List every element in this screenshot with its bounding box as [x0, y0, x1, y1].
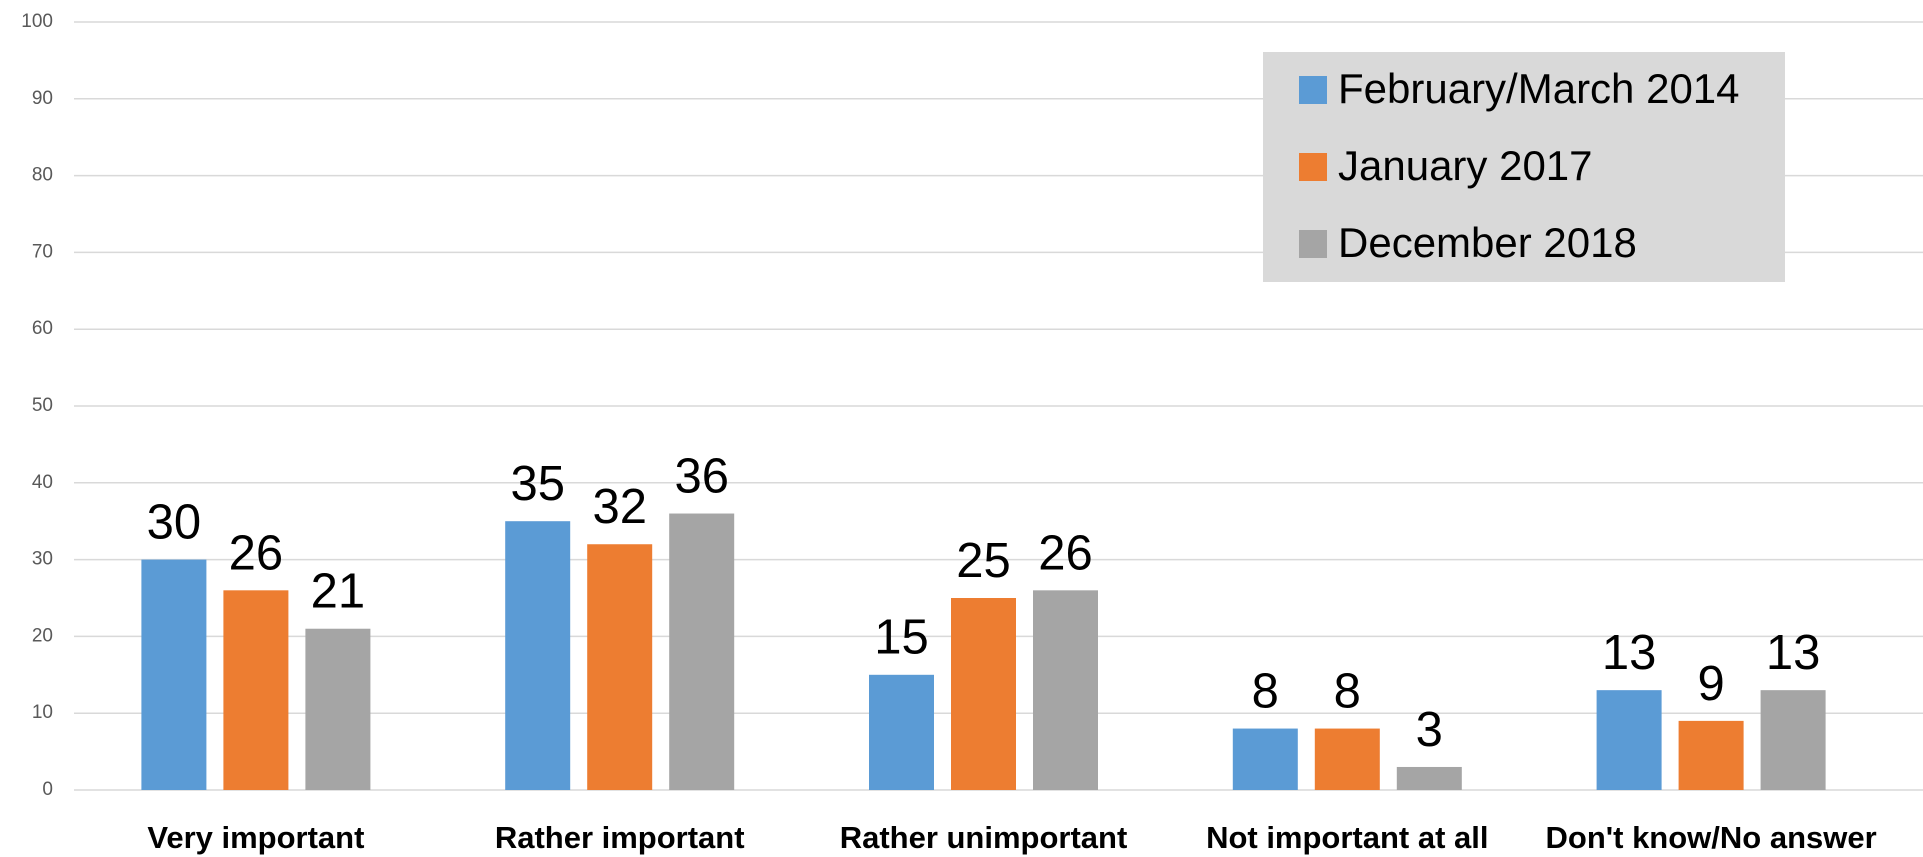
x-tick-label: Rather unimportant — [840, 820, 1128, 855]
y-tick-label: 30 — [32, 549, 53, 570]
bar — [1396, 766, 1462, 790]
bar — [1232, 728, 1298, 790]
data-label: 30 — [147, 496, 202, 550]
y-tick-label: 60 — [32, 318, 53, 339]
x-tick-label: Don't know/No answer — [1546, 820, 1877, 855]
x-tick-label: Rather important — [495, 820, 745, 855]
bar — [587, 544, 653, 790]
data-label: 21 — [311, 565, 366, 619]
y-tick-label: 50 — [32, 395, 53, 416]
bar — [505, 521, 571, 790]
data-label: 26 — [1038, 526, 1093, 580]
data-label: 13 — [1766, 626, 1821, 680]
data-label: 3 — [1416, 703, 1443, 757]
data-label: 15 — [874, 611, 929, 665]
legend-box — [1263, 52, 1785, 282]
data-label: 25 — [956, 534, 1011, 588]
bar — [1314, 728, 1380, 790]
y-tick-label: 100 — [21, 11, 53, 32]
y-tick-label: 10 — [32, 702, 53, 723]
bar — [1033, 590, 1098, 790]
x-tick-label: Not important at all — [1206, 820, 1488, 855]
bar — [1596, 690, 1662, 790]
legend-label: February/March 2014 — [1338, 65, 1740, 112]
legend-label: December 2018 — [1338, 219, 1637, 266]
bar — [1678, 720, 1744, 790]
bar — [223, 590, 289, 790]
legend-swatch — [1299, 153, 1327, 181]
bar — [951, 598, 1016, 790]
bar — [1760, 690, 1826, 790]
y-tick-label: 40 — [32, 472, 53, 493]
y-tick-label: 80 — [32, 165, 53, 186]
data-label: 36 — [674, 449, 729, 503]
y-tick-label: 0 — [42, 779, 53, 800]
data-label: 32 — [592, 480, 647, 534]
bar — [305, 628, 371, 790]
y-tick-label: 20 — [32, 625, 53, 646]
data-label: 26 — [229, 526, 284, 580]
bar — [869, 674, 934, 790]
data-label: 9 — [1697, 657, 1724, 711]
bar — [141, 559, 207, 790]
legend-label: January 2017 — [1338, 142, 1593, 189]
legend-swatch — [1299, 76, 1327, 104]
legend-swatch — [1299, 230, 1327, 258]
y-tick-label: 70 — [32, 241, 53, 262]
data-label: 8 — [1334, 664, 1361, 718]
x-tick-label: Very important — [147, 820, 364, 855]
bar — [669, 513, 735, 790]
data-label: 35 — [510, 457, 565, 511]
data-label: 8 — [1252, 664, 1279, 718]
y-tick-label: 90 — [32, 88, 53, 109]
data-label: 13 — [1602, 626, 1657, 680]
